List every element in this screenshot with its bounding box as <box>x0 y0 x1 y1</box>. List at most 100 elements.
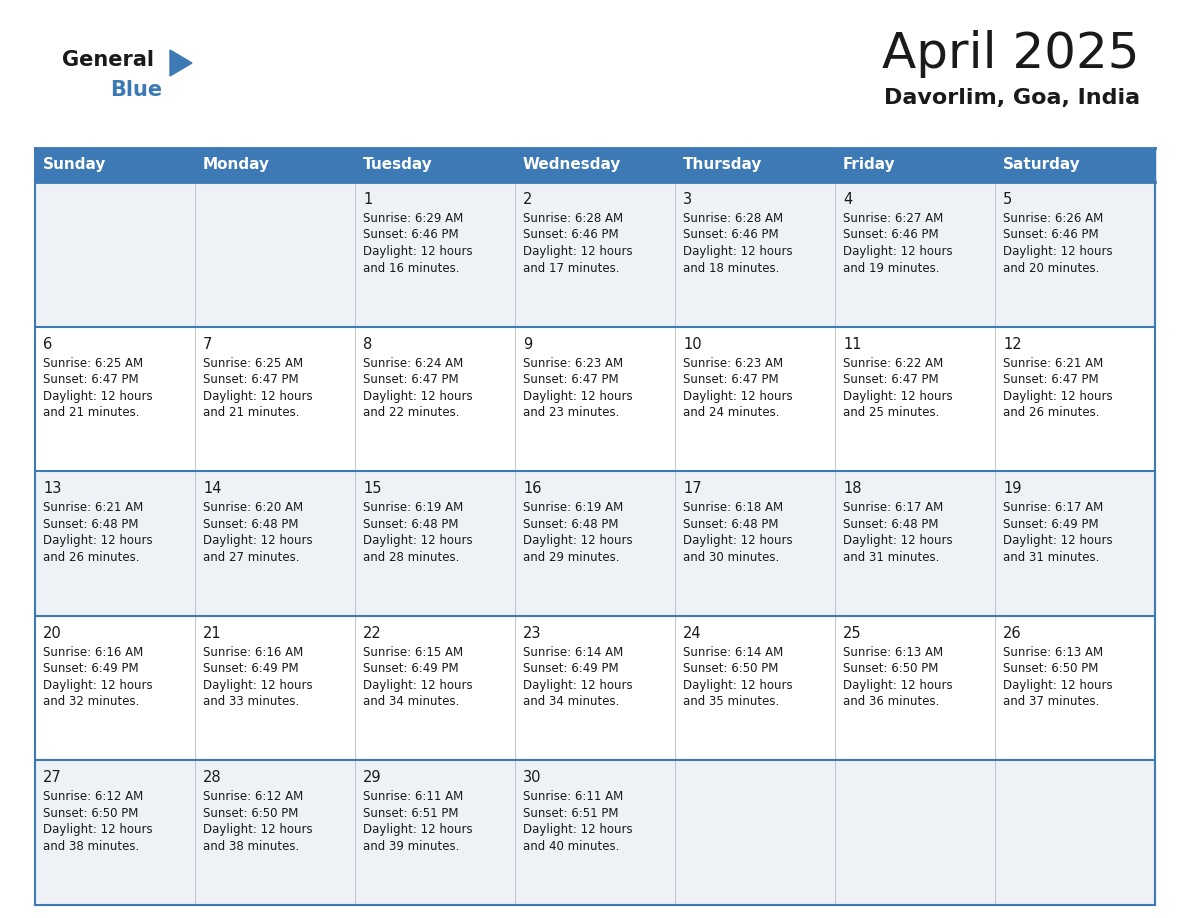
Text: 13: 13 <box>43 481 62 497</box>
Text: Sunset: 6:47 PM: Sunset: 6:47 PM <box>843 373 939 386</box>
Text: Sunrise: 6:29 AM: Sunrise: 6:29 AM <box>364 212 463 225</box>
Bar <box>34 182 1155 327</box>
Text: Sunset: 6:46 PM: Sunset: 6:46 PM <box>1003 229 1099 241</box>
Text: 5: 5 <box>1003 192 1012 207</box>
Text: Sunset: 6:46 PM: Sunset: 6:46 PM <box>364 229 459 241</box>
Text: Daylight: 12 hours: Daylight: 12 hours <box>523 823 633 836</box>
Text: and 34 minutes.: and 34 minutes. <box>523 695 619 709</box>
Text: Sunrise: 6:14 AM: Sunrise: 6:14 AM <box>523 645 624 659</box>
Text: 6: 6 <box>43 337 52 352</box>
Text: Sunset: 6:49 PM: Sunset: 6:49 PM <box>364 662 459 676</box>
Text: and 21 minutes.: and 21 minutes. <box>43 406 139 420</box>
Text: Sunset: 6:49 PM: Sunset: 6:49 PM <box>203 662 298 676</box>
Text: 24: 24 <box>683 626 702 641</box>
Text: Sunrise: 6:25 AM: Sunrise: 6:25 AM <box>43 356 143 370</box>
Text: 29: 29 <box>364 770 381 786</box>
Text: Sunset: 6:46 PM: Sunset: 6:46 PM <box>683 229 778 241</box>
Text: Sunrise: 6:21 AM: Sunrise: 6:21 AM <box>1003 356 1104 370</box>
Text: and 35 minutes.: and 35 minutes. <box>683 695 779 709</box>
Text: and 38 minutes.: and 38 minutes. <box>43 840 139 853</box>
Text: and 20 minutes.: and 20 minutes. <box>1003 262 1099 274</box>
Text: 26: 26 <box>1003 626 1022 641</box>
Text: Sunrise: 6:16 AM: Sunrise: 6:16 AM <box>43 645 144 659</box>
Text: Sunday: Sunday <box>43 158 107 173</box>
Text: and 34 minutes.: and 34 minutes. <box>364 695 460 709</box>
Text: Daylight: 12 hours: Daylight: 12 hours <box>523 534 633 547</box>
Text: Sunset: 6:48 PM: Sunset: 6:48 PM <box>523 518 619 531</box>
Bar <box>34 327 1155 471</box>
Text: General: General <box>62 50 154 70</box>
Text: Sunrise: 6:25 AM: Sunrise: 6:25 AM <box>203 356 303 370</box>
Text: and 22 minutes.: and 22 minutes. <box>364 406 460 420</box>
Text: Sunrise: 6:23 AM: Sunrise: 6:23 AM <box>523 356 624 370</box>
Text: and 36 minutes.: and 36 minutes. <box>843 695 940 709</box>
Text: Sunrise: 6:16 AM: Sunrise: 6:16 AM <box>203 645 303 659</box>
Text: Saturday: Saturday <box>1003 158 1081 173</box>
Text: and 26 minutes.: and 26 minutes. <box>1003 406 1100 420</box>
Text: Sunset: 6:47 PM: Sunset: 6:47 PM <box>523 373 619 386</box>
Text: and 23 minutes.: and 23 minutes. <box>523 406 619 420</box>
Text: Daylight: 12 hours: Daylight: 12 hours <box>364 389 473 403</box>
Text: Sunset: 6:48 PM: Sunset: 6:48 PM <box>843 518 939 531</box>
Text: Thursday: Thursday <box>683 158 763 173</box>
Text: Sunset: 6:47 PM: Sunset: 6:47 PM <box>1003 373 1099 386</box>
Text: 16: 16 <box>523 481 542 497</box>
Text: Sunset: 6:51 PM: Sunset: 6:51 PM <box>364 807 459 820</box>
Text: Wednesday: Wednesday <box>523 158 621 173</box>
Text: 10: 10 <box>683 337 702 352</box>
Text: Daylight: 12 hours: Daylight: 12 hours <box>364 823 473 836</box>
Text: Daylight: 12 hours: Daylight: 12 hours <box>683 245 792 258</box>
Text: Sunset: 6:46 PM: Sunset: 6:46 PM <box>523 229 619 241</box>
Text: Daylight: 12 hours: Daylight: 12 hours <box>43 823 152 836</box>
Text: Daylight: 12 hours: Daylight: 12 hours <box>523 678 633 692</box>
Text: and 25 minutes.: and 25 minutes. <box>843 406 940 420</box>
Text: Daylight: 12 hours: Daylight: 12 hours <box>843 678 953 692</box>
Text: Sunrise: 6:26 AM: Sunrise: 6:26 AM <box>1003 212 1104 225</box>
Bar <box>34 616 1155 760</box>
Text: 27: 27 <box>43 770 62 786</box>
Text: Blue: Blue <box>110 80 162 100</box>
Text: Sunrise: 6:19 AM: Sunrise: 6:19 AM <box>523 501 624 514</box>
Text: Sunrise: 6:24 AM: Sunrise: 6:24 AM <box>364 356 463 370</box>
Text: and 17 minutes.: and 17 minutes. <box>523 262 619 274</box>
Text: 4: 4 <box>843 192 852 207</box>
Text: and 37 minutes.: and 37 minutes. <box>1003 695 1099 709</box>
Text: Sunrise: 6:28 AM: Sunrise: 6:28 AM <box>683 212 783 225</box>
Text: 1: 1 <box>364 192 372 207</box>
Text: 28: 28 <box>203 770 222 786</box>
Text: Sunset: 6:50 PM: Sunset: 6:50 PM <box>683 662 778 676</box>
Text: Friday: Friday <box>843 158 896 173</box>
Bar <box>34 760 1155 905</box>
Text: Sunrise: 6:19 AM: Sunrise: 6:19 AM <box>364 501 463 514</box>
Text: Daylight: 12 hours: Daylight: 12 hours <box>203 678 312 692</box>
Text: Davorlim, Goa, India: Davorlim, Goa, India <box>884 88 1140 108</box>
Text: Daylight: 12 hours: Daylight: 12 hours <box>1003 389 1113 403</box>
Text: Sunset: 6:51 PM: Sunset: 6:51 PM <box>523 807 619 820</box>
Text: Daylight: 12 hours: Daylight: 12 hours <box>203 389 312 403</box>
Text: and 32 minutes.: and 32 minutes. <box>43 695 139 709</box>
Text: Sunset: 6:50 PM: Sunset: 6:50 PM <box>203 807 298 820</box>
Text: Sunrise: 6:28 AM: Sunrise: 6:28 AM <box>523 212 624 225</box>
Text: 2: 2 <box>523 192 532 207</box>
Text: Tuesday: Tuesday <box>364 158 432 173</box>
Text: Sunrise: 6:22 AM: Sunrise: 6:22 AM <box>843 356 943 370</box>
Text: Sunset: 6:50 PM: Sunset: 6:50 PM <box>43 807 138 820</box>
Text: 12: 12 <box>1003 337 1022 352</box>
Text: and 38 minutes.: and 38 minutes. <box>203 840 299 853</box>
Text: 9: 9 <box>523 337 532 352</box>
Text: Daylight: 12 hours: Daylight: 12 hours <box>1003 534 1113 547</box>
Text: Sunrise: 6:17 AM: Sunrise: 6:17 AM <box>1003 501 1104 514</box>
Text: Daylight: 12 hours: Daylight: 12 hours <box>1003 678 1113 692</box>
Text: 3: 3 <box>683 192 693 207</box>
Text: Monday: Monday <box>203 158 270 173</box>
Text: and 16 minutes.: and 16 minutes. <box>364 262 460 274</box>
Text: Daylight: 12 hours: Daylight: 12 hours <box>203 534 312 547</box>
Text: Sunset: 6:50 PM: Sunset: 6:50 PM <box>1003 662 1099 676</box>
Text: Daylight: 12 hours: Daylight: 12 hours <box>43 389 152 403</box>
Text: 17: 17 <box>683 481 702 497</box>
Text: Sunset: 6:49 PM: Sunset: 6:49 PM <box>1003 518 1099 531</box>
Polygon shape <box>170 50 192 76</box>
Text: Daylight: 12 hours: Daylight: 12 hours <box>364 245 473 258</box>
Text: 14: 14 <box>203 481 221 497</box>
Text: Sunrise: 6:11 AM: Sunrise: 6:11 AM <box>523 790 624 803</box>
